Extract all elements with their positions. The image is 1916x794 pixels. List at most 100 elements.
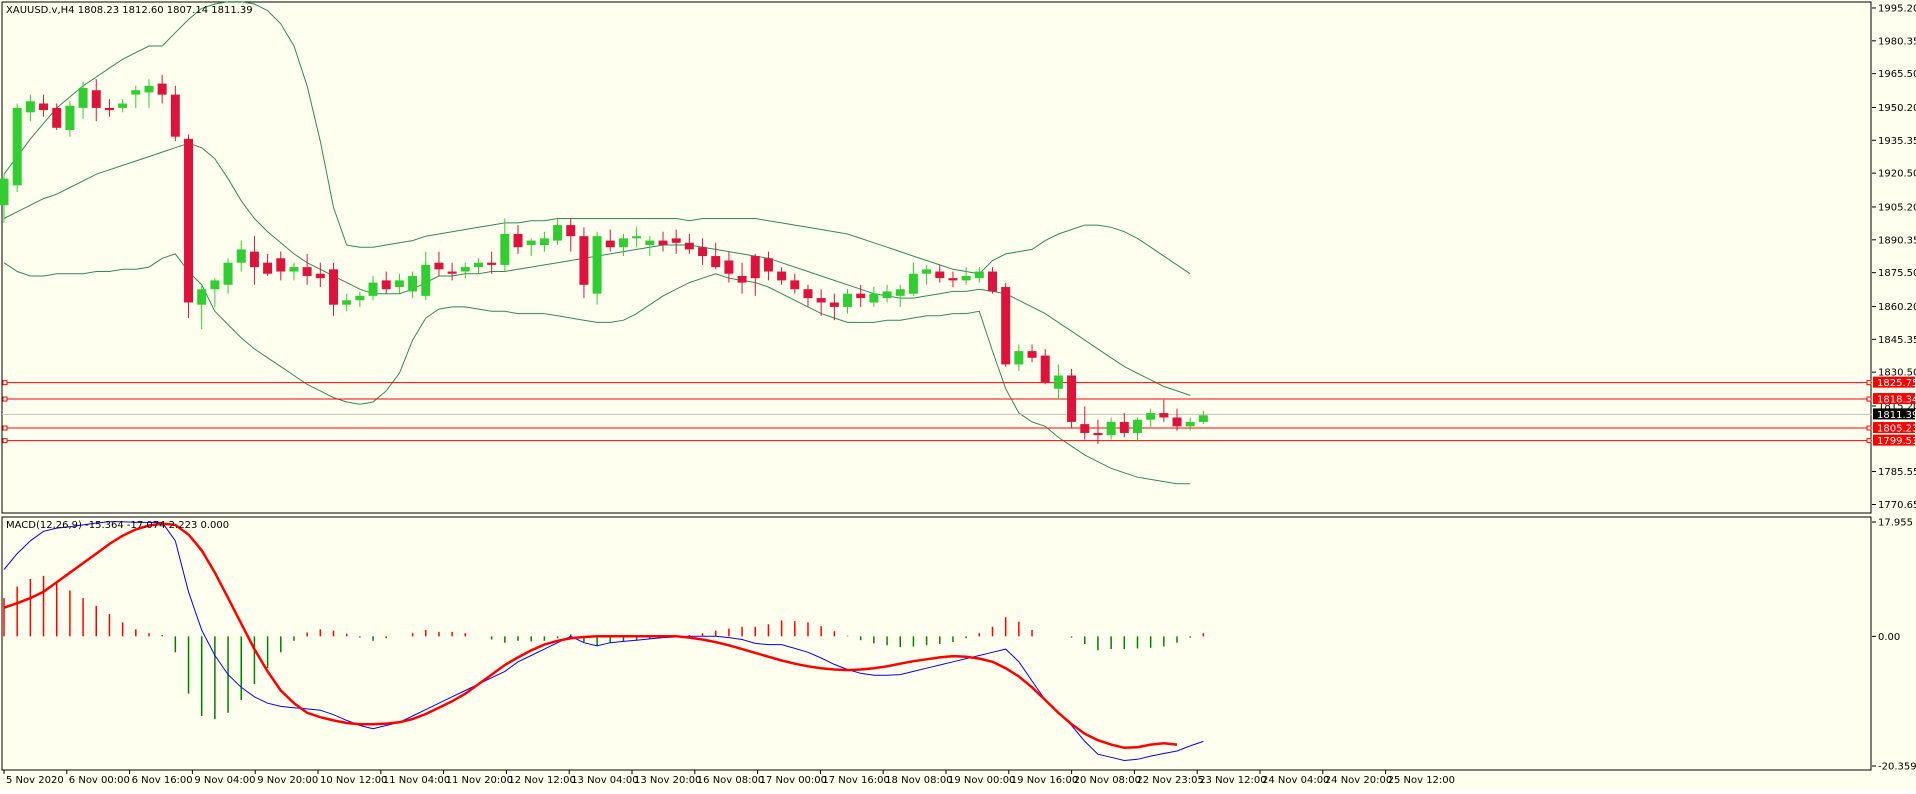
candle-body [1132, 419, 1142, 433]
time-axis-label: 24 Nov 04:00 [1262, 775, 1329, 786]
candle-body [131, 90, 141, 95]
line-anchor-handle[interactable] [2, 396, 8, 402]
candle-body [658, 240, 668, 246]
candle-body [434, 262, 444, 270]
candle-body [922, 269, 932, 274]
price-axis-label: 1890.35 [1878, 235, 1916, 246]
line-anchor-handle[interactable] [1866, 396, 1872, 402]
candle-body [895, 289, 905, 296]
time-axis-label: 10 Nov 12:00 [320, 775, 387, 786]
candle-body [289, 267, 299, 272]
hline-price-tag [1873, 393, 1915, 405]
candle-body [1093, 432, 1103, 436]
candle-body [263, 262, 273, 274]
time-axis-label: 13 Nov 20:00 [634, 775, 701, 786]
price-axis-label: 1935.35 [1878, 136, 1916, 147]
candle-body [249, 251, 259, 268]
candle-body [592, 236, 602, 294]
hline-price-tag-label: 1818.34 [1877, 395, 1916, 406]
time-axis-label: 16 Nov 08:00 [697, 775, 764, 786]
hline-price-tag [1873, 434, 1915, 446]
candle-body [553, 225, 563, 241]
candle-body [500, 233, 510, 265]
time-axis-label: 19 Nov 00:00 [948, 775, 1015, 786]
candle-body [1053, 375, 1063, 389]
candle-body [329, 269, 338, 305]
time-axis-label: 18 Nov 08:00 [885, 775, 952, 786]
macd-axis-label: 0.00 [1878, 632, 1900, 643]
candle-body [65, 105, 75, 131]
candle-body [1119, 421, 1129, 433]
candle-body [803, 289, 813, 299]
candle-body [988, 271, 997, 292]
candle-body [118, 103, 128, 108]
line-anchor-handle[interactable] [2, 438, 8, 444]
candle-body [698, 247, 708, 257]
candle-body [961, 275, 971, 281]
line-anchor-handle[interactable] [1866, 425, 1872, 431]
candle-body [1014, 351, 1024, 365]
candle-body [197, 289, 207, 305]
candle-body [315, 273, 325, 279]
price-axis-label: 1785.55 [1878, 467, 1916, 478]
time-axis-label: 5 Nov 2020 [6, 775, 64, 786]
candle-body [1067, 375, 1077, 422]
candle-body [104, 107, 114, 111]
candle-body [539, 238, 549, 246]
current-price-tag [1873, 408, 1915, 420]
price-axis-label: 1815.20 [1878, 401, 1916, 412]
candle-body [25, 101, 35, 113]
candle-body [473, 262, 483, 268]
price-axis-label: 1845.35 [1878, 335, 1916, 346]
candle-body [0, 178, 9, 206]
candle-body [342, 300, 352, 305]
candle-body [632, 236, 642, 239]
candle-body [1106, 421, 1116, 436]
candle-body [487, 262, 497, 265]
price-axis-label: 1770.65 [1878, 500, 1916, 511]
time-axis-label: 19 Nov 16:00 [1011, 775, 1078, 786]
candle-body [566, 225, 576, 237]
time-axis-label: 20 Nov 08:00 [1074, 775, 1141, 786]
line-anchor-handle[interactable] [1866, 438, 1872, 444]
price-axis-label: 1875.50 [1878, 268, 1916, 279]
line-anchor-handle[interactable] [1866, 380, 1872, 386]
time-axis-label: 6 Nov 00:00 [69, 775, 130, 786]
price-axis-label: 1980.35 [1878, 36, 1916, 47]
candle-body [948, 278, 958, 281]
bollinger-upper-line [3, 1, 1191, 275]
candle-body [618, 238, 628, 248]
price-axis-label: 1995.20 [1878, 3, 1916, 14]
line-anchor-handle[interactable] [2, 425, 8, 431]
candle-body [170, 94, 180, 137]
candle-body [91, 90, 101, 108]
time-axis-label: 13 Nov 04:00 [571, 775, 638, 786]
candle-body [671, 238, 681, 243]
line-anchor-handle[interactable] [2, 380, 8, 386]
time-axis-label: 23 Nov 12:00 [1199, 775, 1266, 786]
macd-signal-line [3, 522, 1178, 750]
time-axis-label: 25 Nov 12:00 [1388, 775, 1455, 786]
horizontal-lines[interactable] [2, 380, 1872, 444]
candle-body [724, 260, 734, 274]
candle-body [829, 302, 839, 307]
candle-body [52, 107, 62, 128]
time-axis-label: 22 Nov 23:05 [1136, 775, 1203, 786]
candle-body [605, 240, 615, 248]
candle-body [763, 258, 773, 272]
time-axis-label: 17 Nov 16:00 [822, 775, 889, 786]
candle-body [974, 271, 984, 279]
price-axis-label: 1830.50 [1878, 368, 1916, 379]
candle-body [368, 282, 378, 296]
candle-body [1040, 355, 1050, 383]
price-axis-label: 1905.20 [1878, 202, 1916, 213]
candle-body [276, 258, 286, 272]
candle-body [882, 291, 892, 299]
candle-body [790, 280, 800, 290]
candle-body [908, 273, 918, 294]
candle-body [302, 267, 312, 276]
candle-body [935, 271, 945, 279]
hline-price-tag-label: 1799.53 [1877, 436, 1916, 447]
